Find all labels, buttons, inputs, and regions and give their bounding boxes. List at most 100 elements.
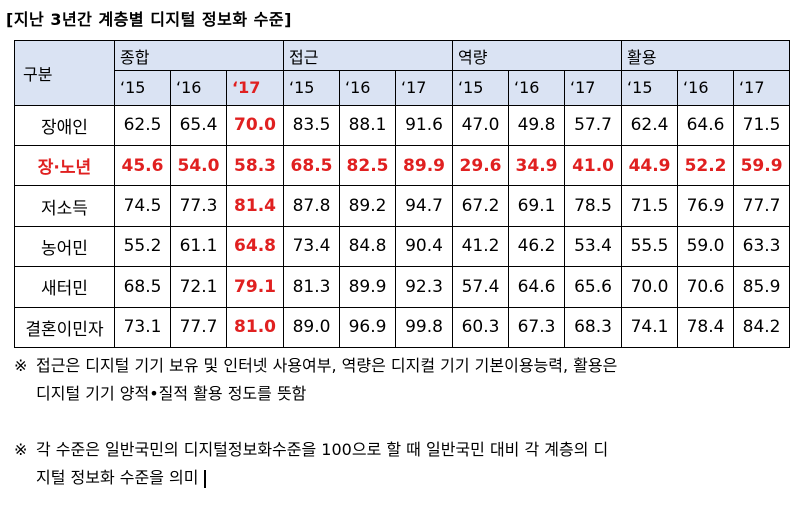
table-cell: 73.1	[114, 306, 171, 349]
table-cell: 91.6	[395, 104, 454, 147]
table-cell: 64.6	[677, 104, 735, 147]
table-cell: 84.8	[339, 225, 397, 268]
table-cell: 64.8	[225, 225, 285, 268]
table-cell: 89.0	[283, 306, 341, 349]
table-cell: 76.9	[677, 185, 735, 227]
row-label: 저소득	[14, 185, 115, 227]
table-cell: 46.2	[508, 225, 566, 268]
table-cell: 96.9	[339, 306, 397, 349]
table-cell: 73.4	[283, 225, 341, 268]
table-cell: 70.0	[621, 266, 679, 308]
table-cell: 89.9	[339, 266, 397, 308]
note-mark: ※	[14, 356, 28, 375]
note-2: ※ 각 수준은 일반국민의 디지털정보화수준을 100으로 할 때 일반국민 대…	[14, 436, 794, 492]
table-cell: 72.1	[170, 266, 227, 308]
table-cell: 59.9	[733, 145, 791, 187]
note-1: ※ 접근은 디지털 기기 보유 및 인터넷 사용여부, 역량은 디지컬 기기 기…	[14, 352, 794, 408]
table-cell: 70.0	[225, 104, 285, 147]
note-2-line-1: 각 수준은 일반국민의 디지털정보화수준을 100으로 할 때 일반국민 대비 …	[36, 440, 609, 459]
row-label: 농어민	[14, 225, 115, 268]
note-2-line-2-text: 지털 정보화 수준을 의미	[36, 468, 199, 487]
table-cell: 44.9	[621, 145, 679, 187]
table-row: 저소득 74.5 77.3 81.4 87.8 89.2 94.7 67.2 69.1 78.5 7…	[14, 185, 791, 227]
table-cell: 99.8	[395, 306, 454, 349]
table-cell: 78.5	[564, 185, 623, 227]
group-header: 역량	[452, 39, 623, 72]
table-cell: 62.4	[621, 104, 679, 147]
table-cell: 63.3	[733, 225, 791, 268]
table-cell: 61.1	[170, 225, 227, 268]
table-cell: 64.6	[508, 266, 566, 308]
table-row: 농어민 55.2 61.1 64.8 73.4 84.8 90.4 41.2 46.2 53.4 5…	[14, 225, 791, 268]
table-cell: 71.5	[733, 104, 791, 147]
table-cell: 94.7	[395, 185, 454, 227]
table-cell: 84.2	[733, 306, 791, 349]
year-header: ‘17	[564, 70, 623, 106]
table-cell: 90.4	[395, 225, 454, 268]
table-cell: 67.2	[452, 185, 510, 227]
year-header: ‘17	[733, 70, 791, 106]
table-cell: 52.2	[677, 145, 735, 187]
table-cell: 70.6	[677, 266, 735, 308]
note-mark: ※	[14, 440, 28, 459]
table-body: 장애인 62.5 65.4 70.0 83.5 88.1 91.6 47.0 49.8 57.7 6…	[14, 104, 791, 349]
table-cell: 77.3	[170, 185, 227, 227]
table-cell: 89.9	[395, 145, 454, 187]
document-title: [지난 3년간 계층별 디지털 정보화 수준]	[6, 10, 292, 29]
table-cell: 49.8	[508, 104, 566, 147]
table-cell: 29.6	[452, 145, 510, 187]
table-cell: 45.6	[114, 145, 171, 187]
table-cell: 68.5	[114, 266, 171, 308]
year-header: ‘15	[452, 70, 510, 106]
table-cell: 34.9	[508, 145, 566, 187]
note-2-line-2: 지털 정보화 수준을 의미	[14, 464, 794, 492]
table-cell: 59.0	[677, 225, 735, 268]
table-cell: 88.1	[339, 104, 397, 147]
table-cell: 81.3	[283, 266, 341, 308]
table-cell: 55.2	[114, 225, 171, 268]
table-cell: 79.1	[225, 266, 285, 308]
table-cell: 78.4	[677, 306, 735, 349]
table-cell: 41.0	[564, 145, 623, 187]
header-gubun: 구분	[14, 40, 115, 106]
group-header: 종합	[113, 39, 285, 72]
table-cell: 68.3	[564, 306, 623, 349]
year-header: ‘17	[395, 70, 454, 106]
group-header: 접근	[283, 39, 454, 72]
year-header: ‘17	[225, 70, 285, 106]
table-row: 결혼이민자 73.1 77.7 81.0 89.0 96.9 99.8 60.3 67.3 68.…	[14, 306, 791, 349]
row-label: 장·노년	[14, 145, 115, 187]
table-cell: 85.9	[733, 266, 791, 308]
table-cell: 77.7	[733, 185, 791, 227]
year-header: ‘16	[508, 70, 566, 106]
table-cell: 65.4	[170, 104, 227, 147]
year-header: ‘15	[283, 70, 341, 106]
table-cell: 65.6	[564, 266, 623, 308]
table-cell: 81.0	[225, 306, 285, 349]
table-cell: 62.5	[114, 104, 171, 147]
table-cell: 81.4	[225, 185, 285, 227]
table-cell: 82.5	[339, 145, 397, 187]
table-row: 장애인 62.5 65.4 70.0 83.5 88.1 91.6 47.0 49.8 57.7 6…	[14, 104, 791, 147]
year-header: ‘15	[621, 70, 679, 106]
note-1-line-1: 접근은 디지털 기기 보유 및 인터넷 사용여부, 역량은 디지컬 기기 기본이…	[36, 356, 618, 375]
table-cell: 68.5	[283, 145, 341, 187]
table-cell: 89.2	[339, 185, 397, 227]
text-cursor	[204, 469, 207, 488]
row-label: 새터민	[14, 266, 115, 308]
table-cell: 53.4	[564, 225, 623, 268]
table-cell: 71.5	[621, 185, 679, 227]
table-row: 장·노년 45.6 54.0 58.3 68.5 82.5 89.9 29.6 34.9 41.0…	[14, 145, 791, 187]
row-label: 결혼이민자	[14, 306, 115, 349]
table-cell: 74.1	[621, 306, 679, 349]
table-cell: 69.1	[508, 185, 566, 227]
table-cell: 74.5	[114, 185, 171, 227]
table-cell: 60.3	[452, 306, 510, 349]
group-header: 활용	[621, 39, 791, 72]
digital-level-table: 구분 종합 접근 역량 활용 ‘15 ‘16 ‘17 ‘15 ‘16 ‘17 ‘…	[14, 39, 791, 349]
table-row: 새터민 68.5 72.1 79.1 81.3 89.9 92.3 57.4 64.6 65.6 7…	[14, 266, 791, 308]
year-header: ‘16	[339, 70, 397, 106]
table-cell: 47.0	[452, 104, 510, 147]
table-cell: 55.5	[621, 225, 679, 268]
table-cell: 41.2	[452, 225, 510, 268]
